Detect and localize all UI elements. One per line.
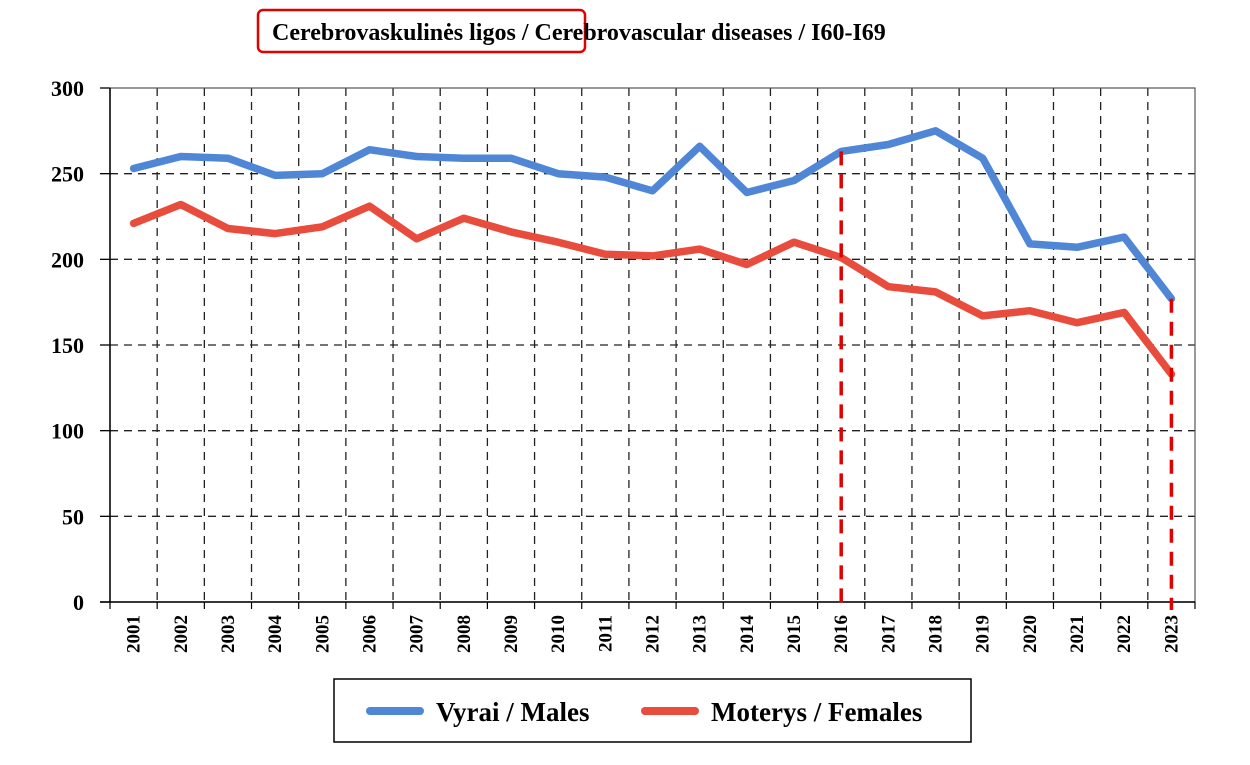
series-line-females xyxy=(129,200,1176,378)
x-tick-label: 2007 xyxy=(407,615,428,654)
reference-lines xyxy=(839,151,1174,610)
x-tick-label: 2003 xyxy=(218,615,239,653)
legend-box xyxy=(333,678,972,743)
x-tick-label: 2001 xyxy=(124,615,145,653)
series-lines xyxy=(129,127,1176,378)
x-tick-label: 2012 xyxy=(643,615,664,653)
plot-border xyxy=(109,87,1196,603)
x-tick-label: 2013 xyxy=(690,615,711,653)
legend-label-males: Vyrai / Males xyxy=(436,697,589,727)
y-axis-ticks: 0 50 100 150 200 250 300 xyxy=(51,76,110,615)
x-tick-label: 2010 xyxy=(548,615,569,653)
y-tick-label: 50 xyxy=(62,504,84,529)
x-axis-ticks: 2001 2002 2003 2004 2005 2006 2007 2008 2009 2010… xyxy=(109,602,1196,654)
x-tick-label: 2002 xyxy=(171,615,192,653)
y-tick-label: 150 xyxy=(51,333,84,358)
legend-label-females: Moterys / Females xyxy=(711,697,922,727)
y-tick-label: 0 xyxy=(73,590,84,615)
x-tick-label: 2009 xyxy=(501,615,522,653)
x-tick-label: 2004 xyxy=(265,615,286,654)
x-tick-label: 2011 xyxy=(595,615,616,652)
x-tick-label: 2016 xyxy=(831,615,852,653)
title-highlight-box xyxy=(256,8,587,54)
chart-title: Cerebrovaskulinės ligos / Cerebrovascula… xyxy=(272,20,886,46)
x-tick-label: 2022 xyxy=(1114,615,1135,653)
y-tick-label: 300 xyxy=(51,76,84,101)
x-tick-label: 2008 xyxy=(454,615,475,653)
y-tick-label: 100 xyxy=(51,419,84,444)
x-tick-label: 2015 xyxy=(784,615,805,653)
title-highlighted-part: Cerebrovaskulinės ligos xyxy=(272,20,516,46)
y-tick-label: 200 xyxy=(51,247,84,272)
grid xyxy=(110,88,1195,602)
x-tick-label: 2018 xyxy=(926,615,947,653)
legend: Vyrai / Males Moterys / Females xyxy=(333,678,972,743)
x-tick-label: 2023 xyxy=(1161,615,1182,653)
x-tick-label: 2020 xyxy=(1020,615,1041,653)
title-rest-part: / Cerebrovascular diseases / I60-I69 xyxy=(516,20,886,46)
x-tick-label: 2017 xyxy=(878,615,899,654)
y-tick-label: 250 xyxy=(51,162,84,187)
x-tick-label: 2019 xyxy=(973,615,994,653)
x-tick-label: 2014 xyxy=(737,615,758,654)
x-tick-label: 2005 xyxy=(312,615,333,653)
series-line-males xyxy=(129,127,1176,303)
x-tick-label: 2021 xyxy=(1067,615,1088,653)
x-tick-label: 2006 xyxy=(359,615,380,653)
